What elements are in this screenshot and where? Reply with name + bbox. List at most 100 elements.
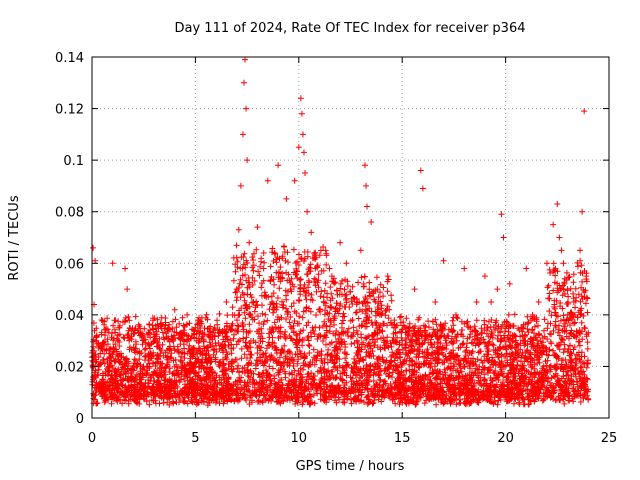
data-point xyxy=(109,260,116,267)
data-point xyxy=(192,324,199,331)
data-point xyxy=(467,324,474,331)
y-tick-label: 0.08 xyxy=(55,206,84,221)
data-point xyxy=(440,257,447,264)
y-axis: 0 0.02 0.04 0.06 0.08 0.1 0.12 0.14 xyxy=(55,51,609,427)
x-tick-label: 10 xyxy=(291,431,308,446)
data-point xyxy=(279,255,286,262)
data-point xyxy=(219,368,226,375)
x-axis: 0 5 10 15 20 25 xyxy=(88,57,617,446)
data-point xyxy=(213,342,220,349)
data-point xyxy=(295,144,302,151)
data-point xyxy=(461,265,468,272)
data-point xyxy=(99,376,106,383)
data-point xyxy=(223,298,230,305)
data-point xyxy=(233,286,240,293)
data-point xyxy=(177,358,184,365)
data-point xyxy=(300,149,307,156)
data-point xyxy=(97,350,104,357)
data-point xyxy=(126,337,133,344)
data-point xyxy=(184,311,191,318)
chart-title: Day 111 of 2024, Rate Of TEC Index for r… xyxy=(175,21,526,36)
data-point xyxy=(535,298,542,305)
data-point xyxy=(243,105,250,112)
data-point xyxy=(481,273,488,280)
data-point xyxy=(494,286,501,293)
data-point xyxy=(529,311,536,318)
data-point xyxy=(446,350,453,357)
data-point xyxy=(308,229,315,236)
data-point xyxy=(299,131,306,138)
data-point xyxy=(242,56,249,63)
data-point xyxy=(264,177,271,184)
data-point xyxy=(523,265,530,272)
plot-frame xyxy=(91,56,610,419)
data-point xyxy=(90,244,97,251)
data-point xyxy=(260,265,267,272)
data-point xyxy=(151,368,158,375)
y-tick-label: 0.04 xyxy=(55,309,84,324)
data-point xyxy=(564,286,571,293)
data-point xyxy=(328,273,335,280)
data-point xyxy=(577,247,584,254)
baseline-point-cloud xyxy=(89,242,592,408)
y-tick-label: 0.1 xyxy=(63,154,84,169)
data-point xyxy=(519,324,526,331)
data-point xyxy=(92,257,99,264)
baseline-cloud-marks xyxy=(89,242,592,408)
data-point xyxy=(583,273,590,280)
data-point xyxy=(488,298,495,305)
data-point xyxy=(426,332,433,339)
data-point xyxy=(244,157,251,164)
data-point xyxy=(240,79,247,86)
data-point xyxy=(405,350,412,357)
data-point xyxy=(374,286,381,293)
data-point xyxy=(283,195,290,202)
data-point xyxy=(417,167,424,174)
data-point xyxy=(512,337,519,344)
data-point xyxy=(500,234,507,241)
data-point xyxy=(570,298,577,305)
data-point xyxy=(297,95,304,102)
data-point xyxy=(235,226,242,233)
x-tick-label: 0 xyxy=(88,431,96,446)
x-tick-label: 15 xyxy=(394,431,411,446)
data-point xyxy=(343,260,350,267)
data-point xyxy=(556,234,563,241)
data-point xyxy=(275,162,282,169)
y-tick-label: 0 xyxy=(76,412,84,427)
data-point xyxy=(136,373,143,380)
y-tick-label: 0.14 xyxy=(55,51,84,66)
data-point xyxy=(506,280,513,287)
data-point xyxy=(560,260,567,267)
data-points xyxy=(90,56,590,409)
data-point xyxy=(364,203,371,210)
data-point xyxy=(432,298,439,305)
data-point xyxy=(390,324,397,331)
data-point xyxy=(550,221,557,228)
y-tick-label: 0.02 xyxy=(55,360,84,375)
data-point xyxy=(349,317,356,324)
data-point xyxy=(452,311,459,318)
data-point xyxy=(337,239,344,246)
data-point xyxy=(122,265,129,272)
data-point xyxy=(558,247,565,254)
x-tick-label: 25 xyxy=(601,431,618,446)
data-point xyxy=(250,298,257,305)
x-tick-label: 5 xyxy=(191,431,199,446)
data-point xyxy=(363,182,370,189)
data-point xyxy=(304,208,311,215)
data-point xyxy=(157,322,164,329)
data-point xyxy=(198,384,205,391)
data-point xyxy=(378,311,385,318)
data-point xyxy=(239,131,246,138)
data-point xyxy=(237,182,244,189)
x-axis-label: GPS time / hours xyxy=(296,459,405,474)
data-point xyxy=(579,208,586,215)
data-point xyxy=(411,286,418,293)
data-point xyxy=(93,337,100,344)
data-point xyxy=(384,273,391,280)
data-point xyxy=(124,286,131,293)
data-point xyxy=(357,247,364,254)
grid-lines xyxy=(92,57,609,418)
